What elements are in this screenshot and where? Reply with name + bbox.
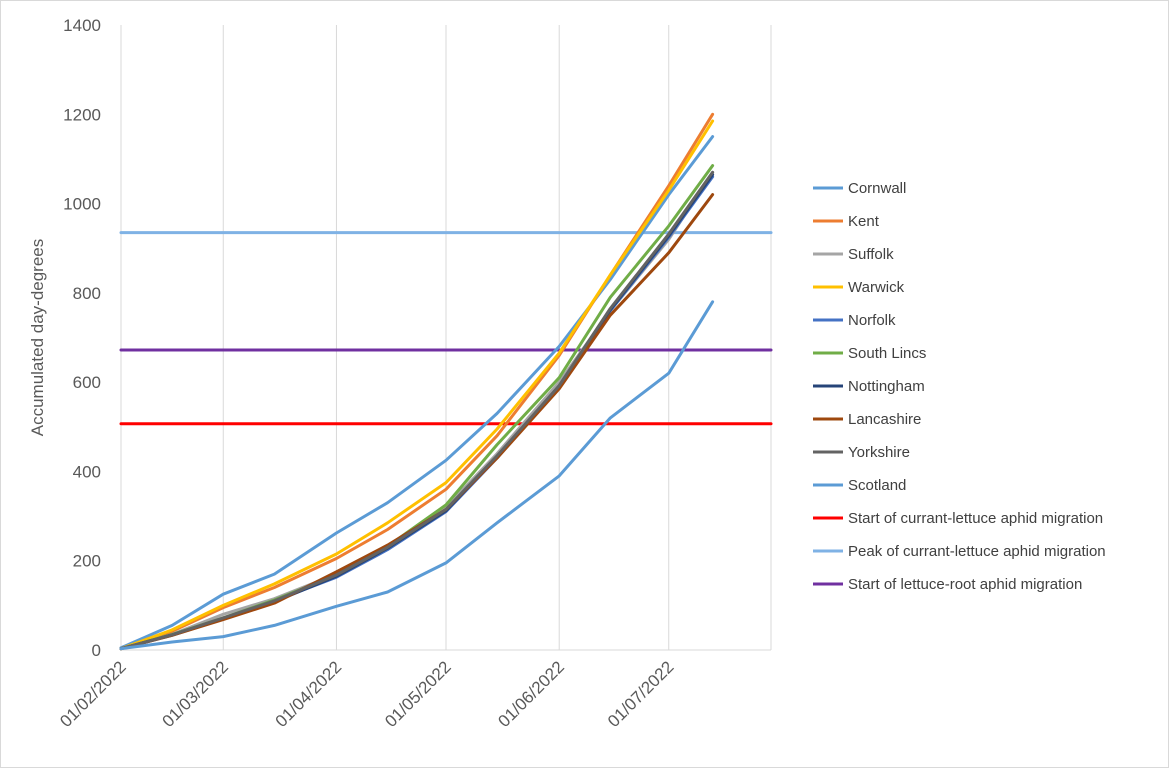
series-line-yorkshire [119, 170, 715, 651]
legend-label-warwick: Warwick [848, 279, 905, 296]
y-tick-label: 1000 [63, 195, 101, 214]
y-axis-title: Accumulated day-degrees [28, 239, 47, 437]
y-tick-label: 200 [73, 552, 101, 571]
y-tick-label: 0 [92, 641, 101, 660]
x-tick-label: 01/06/2022 [494, 657, 568, 731]
gridlines [222, 25, 772, 650]
legend-label-start-of-lettuce-root-aphid-migration: Start of lettuce-root aphid migration [848, 576, 1082, 593]
axes: 0 200 400 600 800 1000 1200 1400 01/02/2022 01/03… [56, 16, 771, 731]
y-tick-label: 400 [73, 462, 101, 481]
x-tick-label: 01/05/2022 [381, 657, 455, 731]
series-lines [119, 112, 773, 651]
legend-label-south-lincs: South Lincs [848, 345, 926, 362]
legend-label-peak-of-currant-lettuce-aphid-migration: Peak of currant-lettuce aphid migration [848, 543, 1106, 560]
series-line-lancashire [119, 193, 715, 651]
legend-label-nottingham: Nottingham [848, 378, 925, 395]
x-tick-label: 01/04/2022 [272, 657, 346, 731]
legend-label-scotland: Scotland [848, 477, 906, 494]
y-tick-label: 800 [73, 284, 101, 303]
legend-label-cornwall: Cornwall [848, 180, 906, 197]
legend-label-lancashire: Lancashire [848, 411, 921, 428]
series-line-cornwall [119, 135, 715, 650]
legend-label-norfolk: Norfolk [848, 312, 896, 329]
legend-label-start-of-currant-lettuce-aphid-migration: Start of currant-lettuce aphid migration [848, 510, 1103, 527]
series-line-warwick [119, 119, 715, 651]
x-tick-label: 01/02/2022 [56, 657, 130, 731]
legend-label-yorkshire: Yorkshire [848, 444, 910, 461]
y-tick-label: 600 [73, 373, 101, 392]
legend: Cornwall Kent Suffolk Warwick Norfolk South L… [813, 180, 1106, 593]
series-line-kent [119, 112, 715, 651]
y-tick-label: 1200 [63, 105, 101, 124]
x-tick-label: 01/07/2022 [604, 657, 678, 731]
legend-label-suffolk: Suffolk [848, 246, 894, 263]
y-tick-label: 1400 [63, 16, 101, 35]
x-tick-label: 01/03/2022 [158, 657, 232, 731]
legend-label-kent: Kent [848, 213, 880, 230]
series-line-scotland [119, 300, 715, 651]
